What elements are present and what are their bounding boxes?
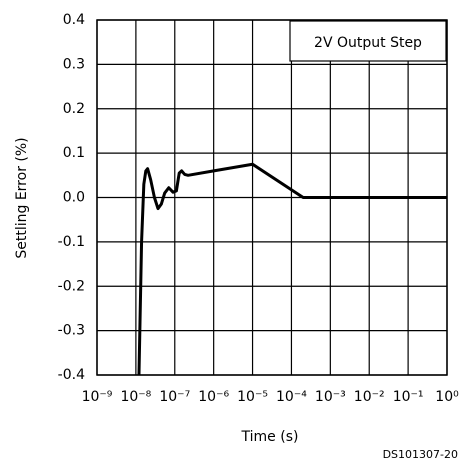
y-tick-label: -0.2 (58, 278, 85, 294)
y-tick-label: -0.4 (58, 367, 85, 383)
x-tick-label: 10⁻⁸ (120, 389, 151, 405)
y-tick-label: 0.4 (63, 12, 85, 28)
line (137, 162, 447, 376)
y-tick-label: 0.0 (63, 190, 85, 206)
x-tick-label: 10⁻³ (315, 389, 346, 405)
x-tick-label: 10⁻⁷ (159, 389, 190, 405)
y-tick-label: 0.1 (63, 145, 85, 161)
x-axis-label: Time (s) (241, 429, 299, 445)
x-tick-label: 10⁻⁴ (276, 389, 307, 405)
footnote: DS101307-20 (383, 448, 458, 461)
x-tick-label: 10⁻⁹ (82, 389, 113, 405)
y-tick-label: 0.2 (63, 101, 85, 117)
x-tick-label: 10⁻⁵ (237, 389, 268, 405)
y-tick-label: 0.3 (63, 56, 85, 72)
x-tick-label: 10⁻⁶ (198, 389, 229, 405)
x-tick-label: 10⁻¹ (393, 389, 424, 405)
x-tick-label: 10⁰ (435, 389, 459, 405)
y-tick-label: -0.1 (58, 234, 85, 250)
annotation-box (289, 20, 447, 62)
y-axis-label: Settling Error (%) (14, 137, 30, 258)
y-tick-label: -0.3 (58, 323, 85, 339)
annotation: 2V Output Step (314, 35, 422, 51)
x-tick-label: 10⁻² (354, 389, 385, 405)
